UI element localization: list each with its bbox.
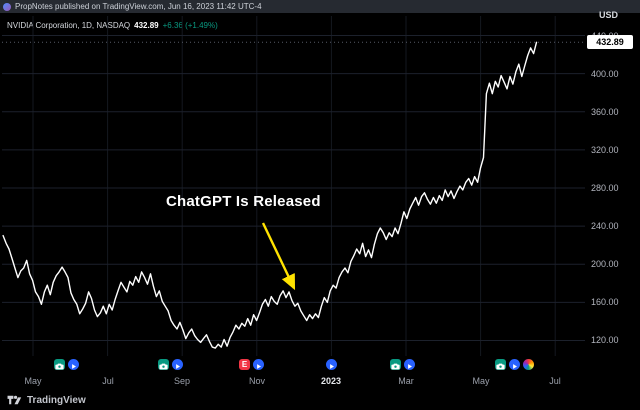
- time-axis-label: May: [24, 376, 42, 386]
- event-marker-idea-icon[interactable]: [54, 359, 65, 370]
- time-axis-label: Jul: [102, 376, 114, 386]
- event-marker-earnings-icon[interactable]: E: [239, 359, 250, 370]
- tradingview-logo-icon[interactable]: [7, 394, 22, 406]
- symbol-legend[interactable]: NVIDIA Corporation, 1D, NASDAQ 432.89 +6…: [7, 21, 218, 30]
- price-axis-label: 400.00: [591, 69, 619, 79]
- event-marker-video-icon[interactable]: [68, 359, 79, 370]
- annotation-label[interactable]: ChatGPT Is Released: [166, 193, 321, 210]
- price-axis-label: 360.00: [591, 107, 619, 117]
- price-axis-label: 120.00: [591, 335, 619, 345]
- time-axis-label: Sep: [173, 376, 191, 386]
- event-marker-idea-icon[interactable]: [495, 359, 506, 370]
- currency-label: USD: [599, 10, 619, 20]
- event-marker-video-icon[interactable]: [253, 359, 264, 370]
- price-axis-label: 280.00: [591, 183, 619, 193]
- event-marker-video-icon[interactable]: [404, 359, 415, 370]
- time-axis[interactable]: May Jul Sep Nov 2023 Mar May Jul: [0, 374, 640, 390]
- time-axis-label: 2023: [320, 376, 342, 386]
- earnings-letter: E: [241, 360, 248, 369]
- footer-attribution: TradingView: [7, 394, 86, 406]
- last-price-badge: 432.89: [587, 35, 633, 49]
- event-marker-events-icon[interactable]: [523, 359, 534, 370]
- symbol-last-price: 432.89: [134, 21, 159, 30]
- annotation-arrow[interactable]: [261, 222, 296, 291]
- price-axis-label: 160.00: [591, 297, 619, 307]
- event-marker-idea-icon[interactable]: [390, 359, 401, 370]
- price-axis-label: 320.00: [591, 145, 619, 155]
- price-axis-label: 200.00: [591, 259, 619, 269]
- event-marker-video-icon[interactable]: [509, 359, 520, 370]
- time-axis-label: Jul: [549, 376, 561, 386]
- event-marker-video-icon[interactable]: [326, 359, 337, 370]
- price-axis-label: 240.00: [591, 221, 619, 231]
- time-axis-label: Nov: [248, 376, 266, 386]
- publish-info-text: PropNotes published on TradingView.com, …: [15, 2, 262, 11]
- event-marker-video-icon[interactable]: [172, 359, 183, 370]
- time-axis-label: Mar: [398, 376, 414, 386]
- event-marker-idea-icon[interactable]: [158, 359, 169, 370]
- publish-info-bar: PropNotes published on TradingView.com, …: [0, 0, 640, 13]
- symbol-change: +6.36 (+1.49%): [162, 21, 218, 30]
- symbol-description: NVIDIA Corporation, 1D, NASDAQ: [7, 21, 131, 30]
- publisher-avatar: [3, 2, 11, 11]
- price-line-series[interactable]: [2, 41, 538, 349]
- tradingview-brand-text[interactable]: TradingView: [27, 394, 86, 406]
- time-axis-label: May: [472, 376, 490, 386]
